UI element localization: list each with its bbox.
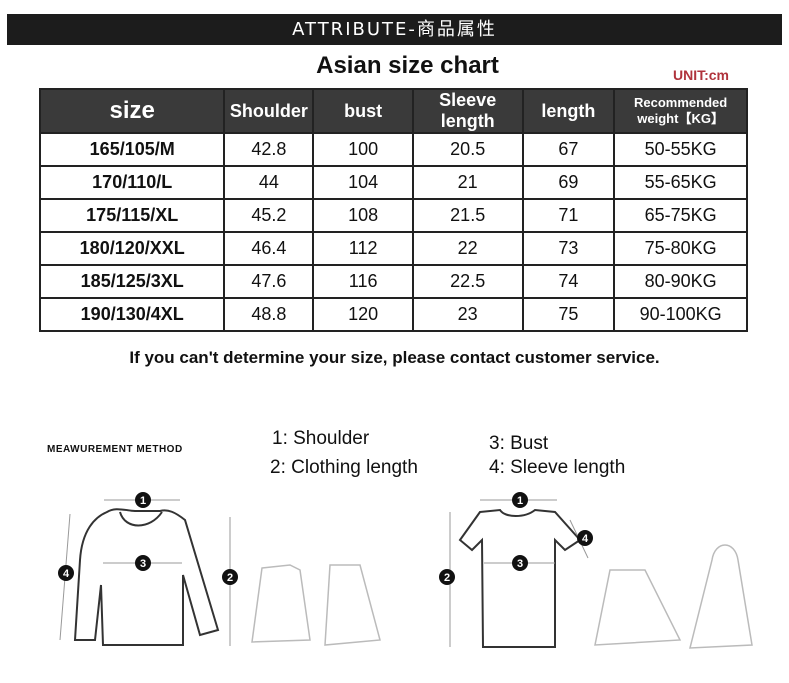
marker-number: 3 — [140, 558, 146, 570]
measurement-marker: 2 — [439, 569, 455, 585]
value-cell: 23 — [411, 297, 524, 332]
size-table: size Shoulder bust Sleeve length length Recom… — [38, 88, 748, 332]
marker-number: 3 — [517, 558, 523, 570]
marker-circle — [439, 569, 455, 585]
value-cell: 44 — [223, 165, 315, 200]
size-cell: 170/110/L — [38, 165, 226, 200]
value-cell: 21.5 — [411, 198, 524, 233]
contact-note: If you can't determine your size, please… — [129, 348, 660, 367]
value-cell: 22.5 — [411, 264, 524, 299]
value-cell: 112 — [312, 231, 414, 266]
marker-number: 2 — [227, 572, 233, 584]
value-cell: 80-90KG — [613, 264, 748, 299]
table-row: 185/125/3XL 47.6 116 22.5 74 80-90KG — [38, 264, 748, 299]
column-header: bust — [312, 88, 414, 134]
marker-number: 1 — [140, 495, 146, 507]
value-cell: 21 — [411, 165, 524, 200]
marker-circle — [512, 492, 528, 508]
table-row: 190/130/4XL 48.8 120 23 75 90-100KG — [38, 297, 748, 332]
blazer-icon — [251, 564, 311, 643]
legend-bust: 3: Bust — [489, 433, 549, 454]
hoodie-icon — [689, 544, 753, 649]
marker-number: 4 — [582, 533, 589, 545]
shirt-icon — [594, 569, 682, 646]
column-header: size — [38, 88, 226, 134]
marker-circle — [135, 555, 151, 571]
measurement-markers: 1 3 4 2 1 3 2 4 — [58, 492, 593, 585]
marker-circle — [577, 530, 593, 546]
value-cell: 22 — [411, 231, 524, 266]
jacket-icon — [324, 564, 381, 646]
value-cell: 75-80KG — [613, 231, 748, 266]
chart-title: Asian size chart — [316, 52, 499, 79]
measurement-marker: 3 — [135, 555, 151, 571]
size-cell: 185/125/3XL — [38, 264, 226, 299]
value-cell: 20.5 — [411, 132, 524, 167]
value-cell: 108 — [312, 198, 414, 233]
marker-circle — [222, 569, 238, 585]
marker-number: 4 — [63, 568, 70, 580]
value-cell: 100 — [312, 132, 414, 167]
marker-number: 2 — [444, 572, 450, 584]
measurement-marker: 4 — [577, 530, 593, 546]
size-cell: 165/105/M — [38, 132, 226, 167]
measurement-marker: 4 — [58, 565, 74, 581]
value-cell: 73 — [521, 231, 616, 266]
legend-shoulder: 1: Shoulder — [272, 428, 370, 449]
value-cell: 42.8 — [223, 132, 315, 167]
measurement-marker: 1 — [512, 492, 528, 508]
size-cell: 190/130/4XL — [38, 297, 226, 332]
value-cell: 75 — [521, 297, 616, 332]
table-row: 175/115/XL 45.2 108 21.5 71 65-75KG — [38, 198, 748, 233]
marker-circle — [58, 565, 74, 581]
sweater-drawing — [59, 499, 231, 646]
measurement-marker: 3 — [512, 555, 528, 571]
measurement-method-title: MEAWUREMENT METHOD — [47, 444, 183, 455]
value-cell: 45.2 — [223, 198, 315, 233]
value-cell: 69 — [521, 165, 616, 200]
value-cell: 67 — [521, 132, 616, 167]
table-header-row: size Shoulder bust Sleeve length length Recom… — [38, 88, 748, 134]
marker-number: 1 — [517, 495, 523, 507]
size-cell: 175/115/XL — [38, 198, 226, 233]
size-cell: 180/120/XXL — [38, 231, 226, 266]
value-cell: 104 — [312, 165, 414, 200]
other-garment-drawings — [251, 544, 753, 649]
measurement-marker: 1 — [135, 492, 151, 508]
value-cell: 47.6 — [223, 264, 315, 299]
measurement-marker: 2 — [222, 569, 238, 585]
table-row: 170/110/L 44 104 21 69 55-65KG — [38, 165, 748, 200]
value-cell: 90-100KG — [613, 297, 748, 332]
attribute-banner: ATTRIBUTE-商品属性 — [7, 14, 782, 45]
value-cell: 116 — [312, 264, 414, 299]
legend-clothing-length: 2: Clothing length — [270, 457, 418, 478]
column-header: Sleeve length — [411, 88, 524, 134]
column-header: length — [521, 88, 616, 134]
value-cell: 120 — [312, 297, 414, 332]
value-cell: 71 — [521, 198, 616, 233]
value-cell: 74 — [521, 264, 616, 299]
value-cell: 48.8 — [223, 297, 315, 332]
value-cell: 65-75KG — [613, 198, 748, 233]
value-cell: 46.4 — [223, 231, 315, 266]
value-cell: 55-65KG — [613, 165, 748, 200]
marker-circle — [135, 492, 151, 508]
marker-circle — [512, 555, 528, 571]
unit-label: UNIT:cm — [673, 67, 730, 83]
tshirt-drawing — [449, 499, 589, 648]
legend-sleeve-length: 4: Sleeve length — [489, 457, 626, 478]
column-header: Recommended weight【KG】 — [613, 88, 748, 134]
column-header: Shoulder — [223, 88, 315, 134]
value-cell: 50-55KG — [613, 132, 748, 167]
table-row: 180/120/XXL 46.4 112 22 73 75-80KG — [38, 231, 748, 266]
table-row: 165/105/M 42.8 100 20.5 67 50-55KG — [38, 132, 748, 167]
